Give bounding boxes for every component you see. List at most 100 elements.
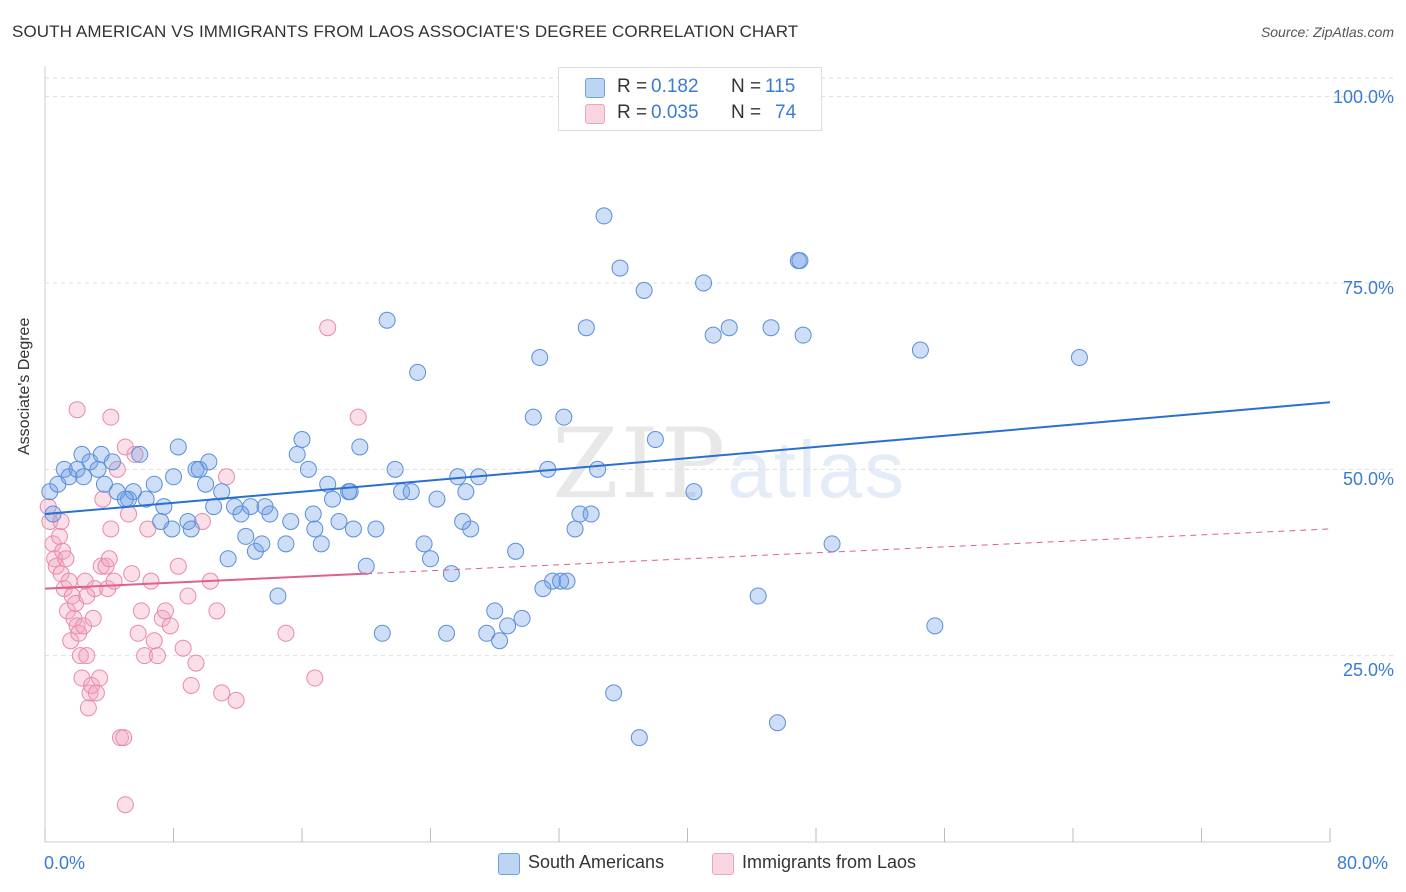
legend-r-label: R = (617, 76, 648, 97)
laos-point (182, 676, 200, 694)
laos-point (116, 438, 134, 456)
y-axis-title: Associate's Degree (16, 317, 33, 455)
bottom-legend-label: Immigrants from Laos (742, 852, 917, 872)
south-american-point (277, 535, 295, 553)
legend-swatch-blue (585, 78, 605, 98)
south-american-point (344, 520, 362, 538)
south-american-point (791, 252, 809, 270)
y-tick-label: 50.0% (1342, 469, 1394, 489)
south-american-point (378, 311, 396, 329)
south-american-point (720, 319, 738, 337)
laos-point (187, 654, 205, 672)
south-american-point (409, 363, 427, 381)
south-american-point (531, 349, 549, 367)
south-american-point (566, 520, 584, 538)
y-tick-label: 75.0% (1342, 278, 1394, 298)
laos-point (100, 550, 118, 568)
south-american-point (386, 460, 404, 478)
source-label: Source: ZipAtlas.com (1260, 24, 1394, 40)
south-american-point (499, 617, 517, 635)
laos-point (115, 729, 133, 747)
laos-point (132, 602, 150, 620)
laos-point (218, 468, 236, 486)
south-american-point (269, 587, 287, 605)
laos-point (123, 565, 141, 583)
south-american-point (237, 527, 255, 545)
laos-point (78, 647, 96, 665)
south-american-point (454, 512, 472, 530)
south-american-point (422, 550, 439, 568)
south-american-point (367, 520, 385, 538)
laos-point (87, 684, 105, 702)
south-american-point (182, 520, 200, 538)
x-tick-label: 0.0% (44, 853, 86, 873)
laos-point (91, 669, 109, 687)
laos-point (116, 796, 134, 814)
south-american-point (428, 490, 446, 508)
south-american-point (524, 408, 542, 426)
south-american-point (911, 341, 929, 359)
south-american-point (695, 274, 713, 292)
south-american-point (513, 609, 531, 627)
laos-point (71, 647, 89, 665)
laos-point (68, 401, 86, 419)
south-american-point (486, 602, 504, 620)
south-american-point (402, 483, 420, 501)
south-american-point (605, 684, 623, 702)
south-american-point (324, 490, 342, 508)
laos-point (142, 572, 160, 590)
south-american-point (131, 445, 149, 463)
laos-point (208, 602, 226, 620)
south-american-point (611, 259, 629, 277)
south-american-point (89, 460, 107, 478)
y-tick-label: 100.0% (1332, 87, 1394, 107)
laos-point (156, 602, 174, 620)
watermark: ZIPatlas (552, 408, 906, 520)
south-american-point (646, 431, 664, 449)
south-american-point (589, 460, 607, 478)
south-american-point (299, 460, 317, 478)
south-americans-trendline (44, 401, 1331, 516)
south-american-point (558, 572, 576, 590)
laos-point (102, 408, 120, 426)
laos-trendline-dashed (366, 528, 1331, 575)
south-american-point (415, 535, 433, 553)
south-american-point (75, 468, 93, 486)
laos-point (102, 520, 120, 538)
south-american-point (190, 460, 208, 478)
laos-point (105, 572, 123, 590)
legend-n-label: N = (731, 76, 762, 97)
legend-n-value: 74 (775, 102, 797, 123)
south-american-point (304, 505, 322, 523)
legend: R = 0.182 N = 115 R = 0.035 N = 74 (558, 67, 822, 131)
south-american-point (197, 475, 215, 493)
south-american-point (595, 207, 613, 225)
south-american-point (351, 438, 369, 456)
south-american-point (219, 550, 237, 568)
legend-swatch-pink (585, 104, 605, 124)
laos-point (145, 632, 163, 650)
south-american-point (704, 326, 722, 344)
south-american-point (762, 319, 780, 337)
south-american-point (145, 475, 163, 493)
laos-point (120, 505, 138, 523)
south-american-point (95, 475, 113, 493)
x-tick-label: 80.0% (1337, 853, 1389, 873)
south-american-point (552, 572, 570, 590)
south-american-point (312, 535, 330, 553)
laos-point (79, 699, 97, 717)
laos-point (57, 550, 75, 568)
laos-point (129, 624, 147, 642)
laos-point (148, 647, 166, 665)
laos-point (227, 691, 245, 709)
laos-point (139, 520, 157, 538)
laos-point (319, 319, 337, 337)
laos-point (78, 587, 96, 605)
laos-point (349, 408, 367, 426)
laos-point (213, 684, 231, 702)
laos-point (179, 587, 197, 605)
south-american-point (794, 326, 812, 344)
south-american-point (442, 565, 460, 583)
south-american-point (330, 512, 348, 530)
